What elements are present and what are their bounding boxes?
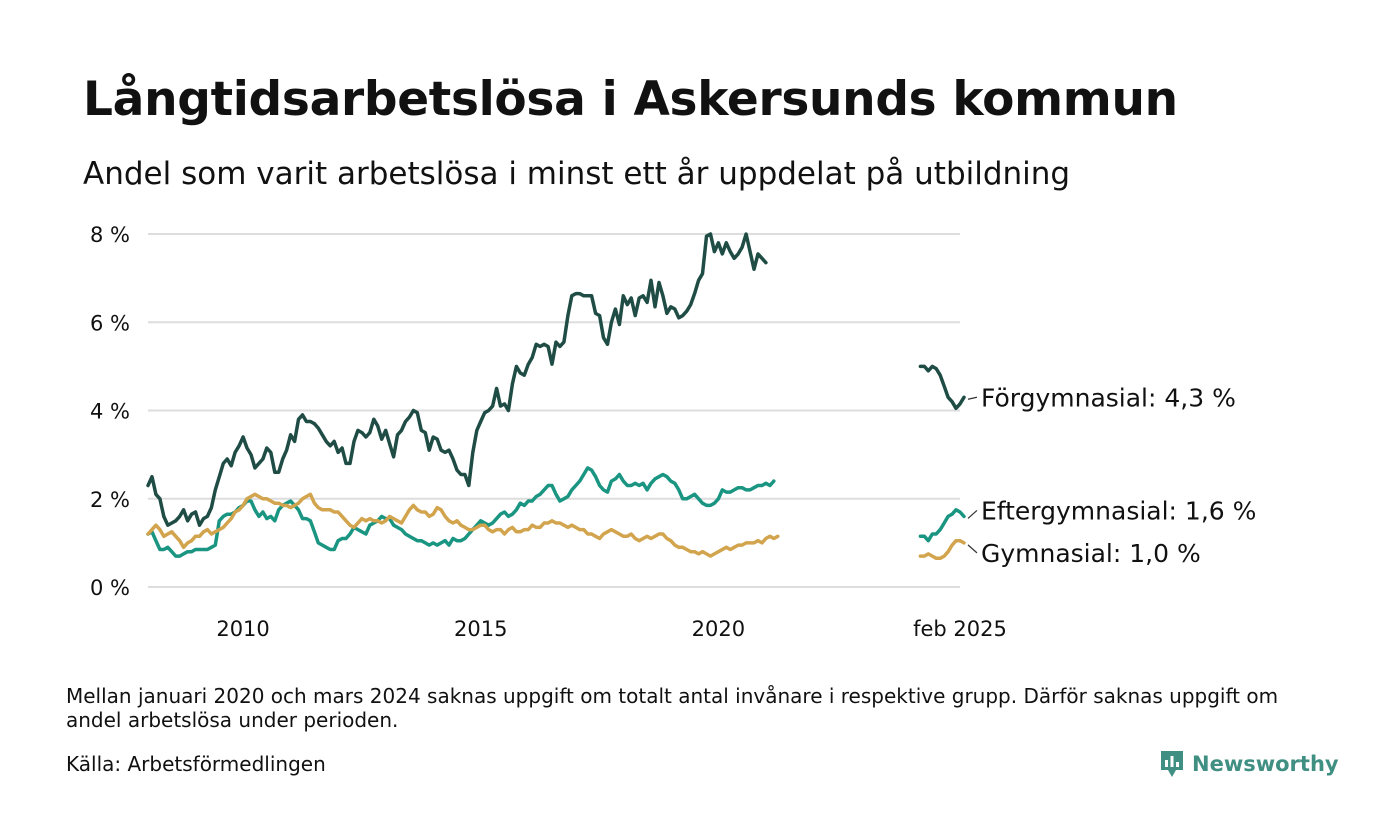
- series-end-label-förgymnasial: Förgymnasial: 4,3 %: [981, 383, 1236, 412]
- series-line-förgymnasial-segment-1: [146, 232, 768, 527]
- y-axis-tick-labels: 0 % 2 % 4 % 6 % 8 %: [90, 223, 130, 600]
- label-leader-line: [967, 396, 978, 400]
- chart-title: Långtidsarbetslösa i Askersunds kommun: [83, 72, 1178, 127]
- series-line-eftergymnasial-segment-2: [918, 508, 966, 543]
- footnote: Mellan januari 2020 och mars 2024 saknas…: [66, 684, 1279, 732]
- label-leader-line: [967, 544, 978, 554]
- gridlines: [148, 233, 960, 588]
- series-line-gymnasial-segment-2: [918, 538, 966, 561]
- y-tick-label: 4 %: [90, 400, 130, 424]
- x-axis-tick-labels: 2010 2015 2020 feb 2025: [216, 617, 1007, 641]
- series-end-labels: Förgymnasial: 4,3 % Eftergymnasial: 1,6 %…: [967, 383, 1256, 568]
- line-chart: 0 % 2 % 4 % 6 % 8 % 2010 2015 2020 feb 2025 För…: [90, 223, 1256, 641]
- chart-subtitle: Andel som varit arbetslösa i minst ett å…: [83, 156, 1071, 192]
- y-tick-label: 6 %: [90, 311, 130, 335]
- newsworthy-logo-icon: [1161, 751, 1183, 777]
- series-line-gymnasial-segment-1: [146, 492, 780, 558]
- series-lines: [146, 232, 966, 561]
- y-tick-label: 8 %: [90, 223, 130, 247]
- y-tick-label: 0 %: [90, 576, 130, 600]
- source-text: Källa: Arbetsförmedlingen: [66, 752, 326, 776]
- x-tick-label: feb 2025: [913, 617, 1007, 641]
- brand-logo: Newsworthy: [1159, 748, 1339, 780]
- series-line-förgymnasial-segment-2: [918, 364, 966, 411]
- label-leader-line: [967, 509, 978, 519]
- series-line-eftergymnasial-segment-1: [146, 466, 776, 558]
- brand-name: Newsworthy: [1192, 752, 1339, 776]
- series-end-label-eftergymnasial: Eftergymnasial: 1,6 %: [981, 496, 1256, 525]
- y-tick-label: 2 %: [90, 488, 130, 512]
- series-end-label-gymnasial: Gymnasial: 1,0 %: [981, 539, 1201, 568]
- x-tick-label: 2015: [454, 617, 507, 641]
- x-tick-label: 2010: [216, 617, 269, 641]
- x-tick-label: 2020: [692, 617, 745, 641]
